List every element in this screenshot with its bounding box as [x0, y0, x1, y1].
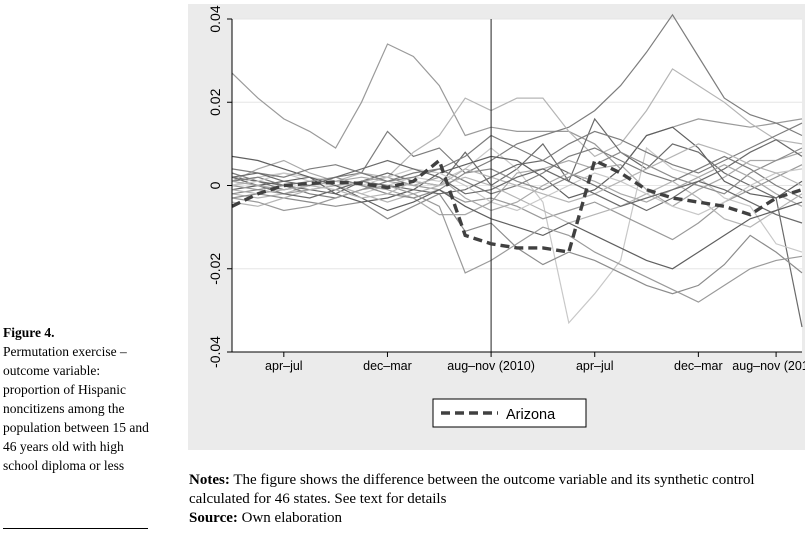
placebo-series-line [231, 139, 803, 212]
figure-caption: Figure 4. Permutation exercise – outcome… [3, 323, 153, 475]
placebo-series-line [231, 143, 803, 203]
chart-panel: -0.04 -0.02 0 0.02 0.04 apr–jul dec–mar aug–nov… [188, 4, 805, 450]
y-tick-label: 0 [207, 181, 223, 189]
figure-label: Figure 4. [3, 325, 55, 340]
legend-label: Arizona [506, 407, 556, 423]
source-label: Source: [189, 510, 238, 526]
x-tick-label: apr–jul [576, 359, 614, 373]
placebo-series-line [231, 159, 803, 224]
y-tick-label: 0.04 [207, 5, 223, 32]
placebo-series-line [231, 43, 803, 170]
x-tick-label: dec–mar [363, 359, 412, 373]
y-tick-label: 0.02 [207, 88, 223, 115]
placebo-series-line [231, 147, 803, 199]
x-tick-label: aug–nov (2012) [732, 359, 805, 373]
figure-notes: Notes: The figure shows the difference b… [189, 471, 804, 528]
y-tick-label: -0.02 [207, 253, 223, 285]
notes-text: The figure shows the difference between … [189, 472, 755, 507]
notes-label: Notes: [189, 472, 230, 488]
y-tick-label: -0.04 [207, 336, 223, 368]
legend: Arizona [432, 398, 587, 428]
x-tick-label: aug–nov (2010) [447, 359, 535, 373]
figure-caption-text: Permutation exercise – outcome variable:… [3, 344, 149, 473]
x-tick-label: dec–mar [674, 359, 723, 373]
placebo-series-line [231, 122, 803, 182]
caption-rule [3, 528, 148, 529]
chart-svg: -0.04 -0.02 0 0.02 0.04 apr–jul dec–mar aug–nov… [207, 5, 805, 428]
x-tick-label: apr–jul [265, 359, 303, 373]
source-text: Own elaboration [241, 510, 343, 526]
placebo-series-line [231, 184, 803, 303]
arizona-series-line [231, 157, 803, 255]
